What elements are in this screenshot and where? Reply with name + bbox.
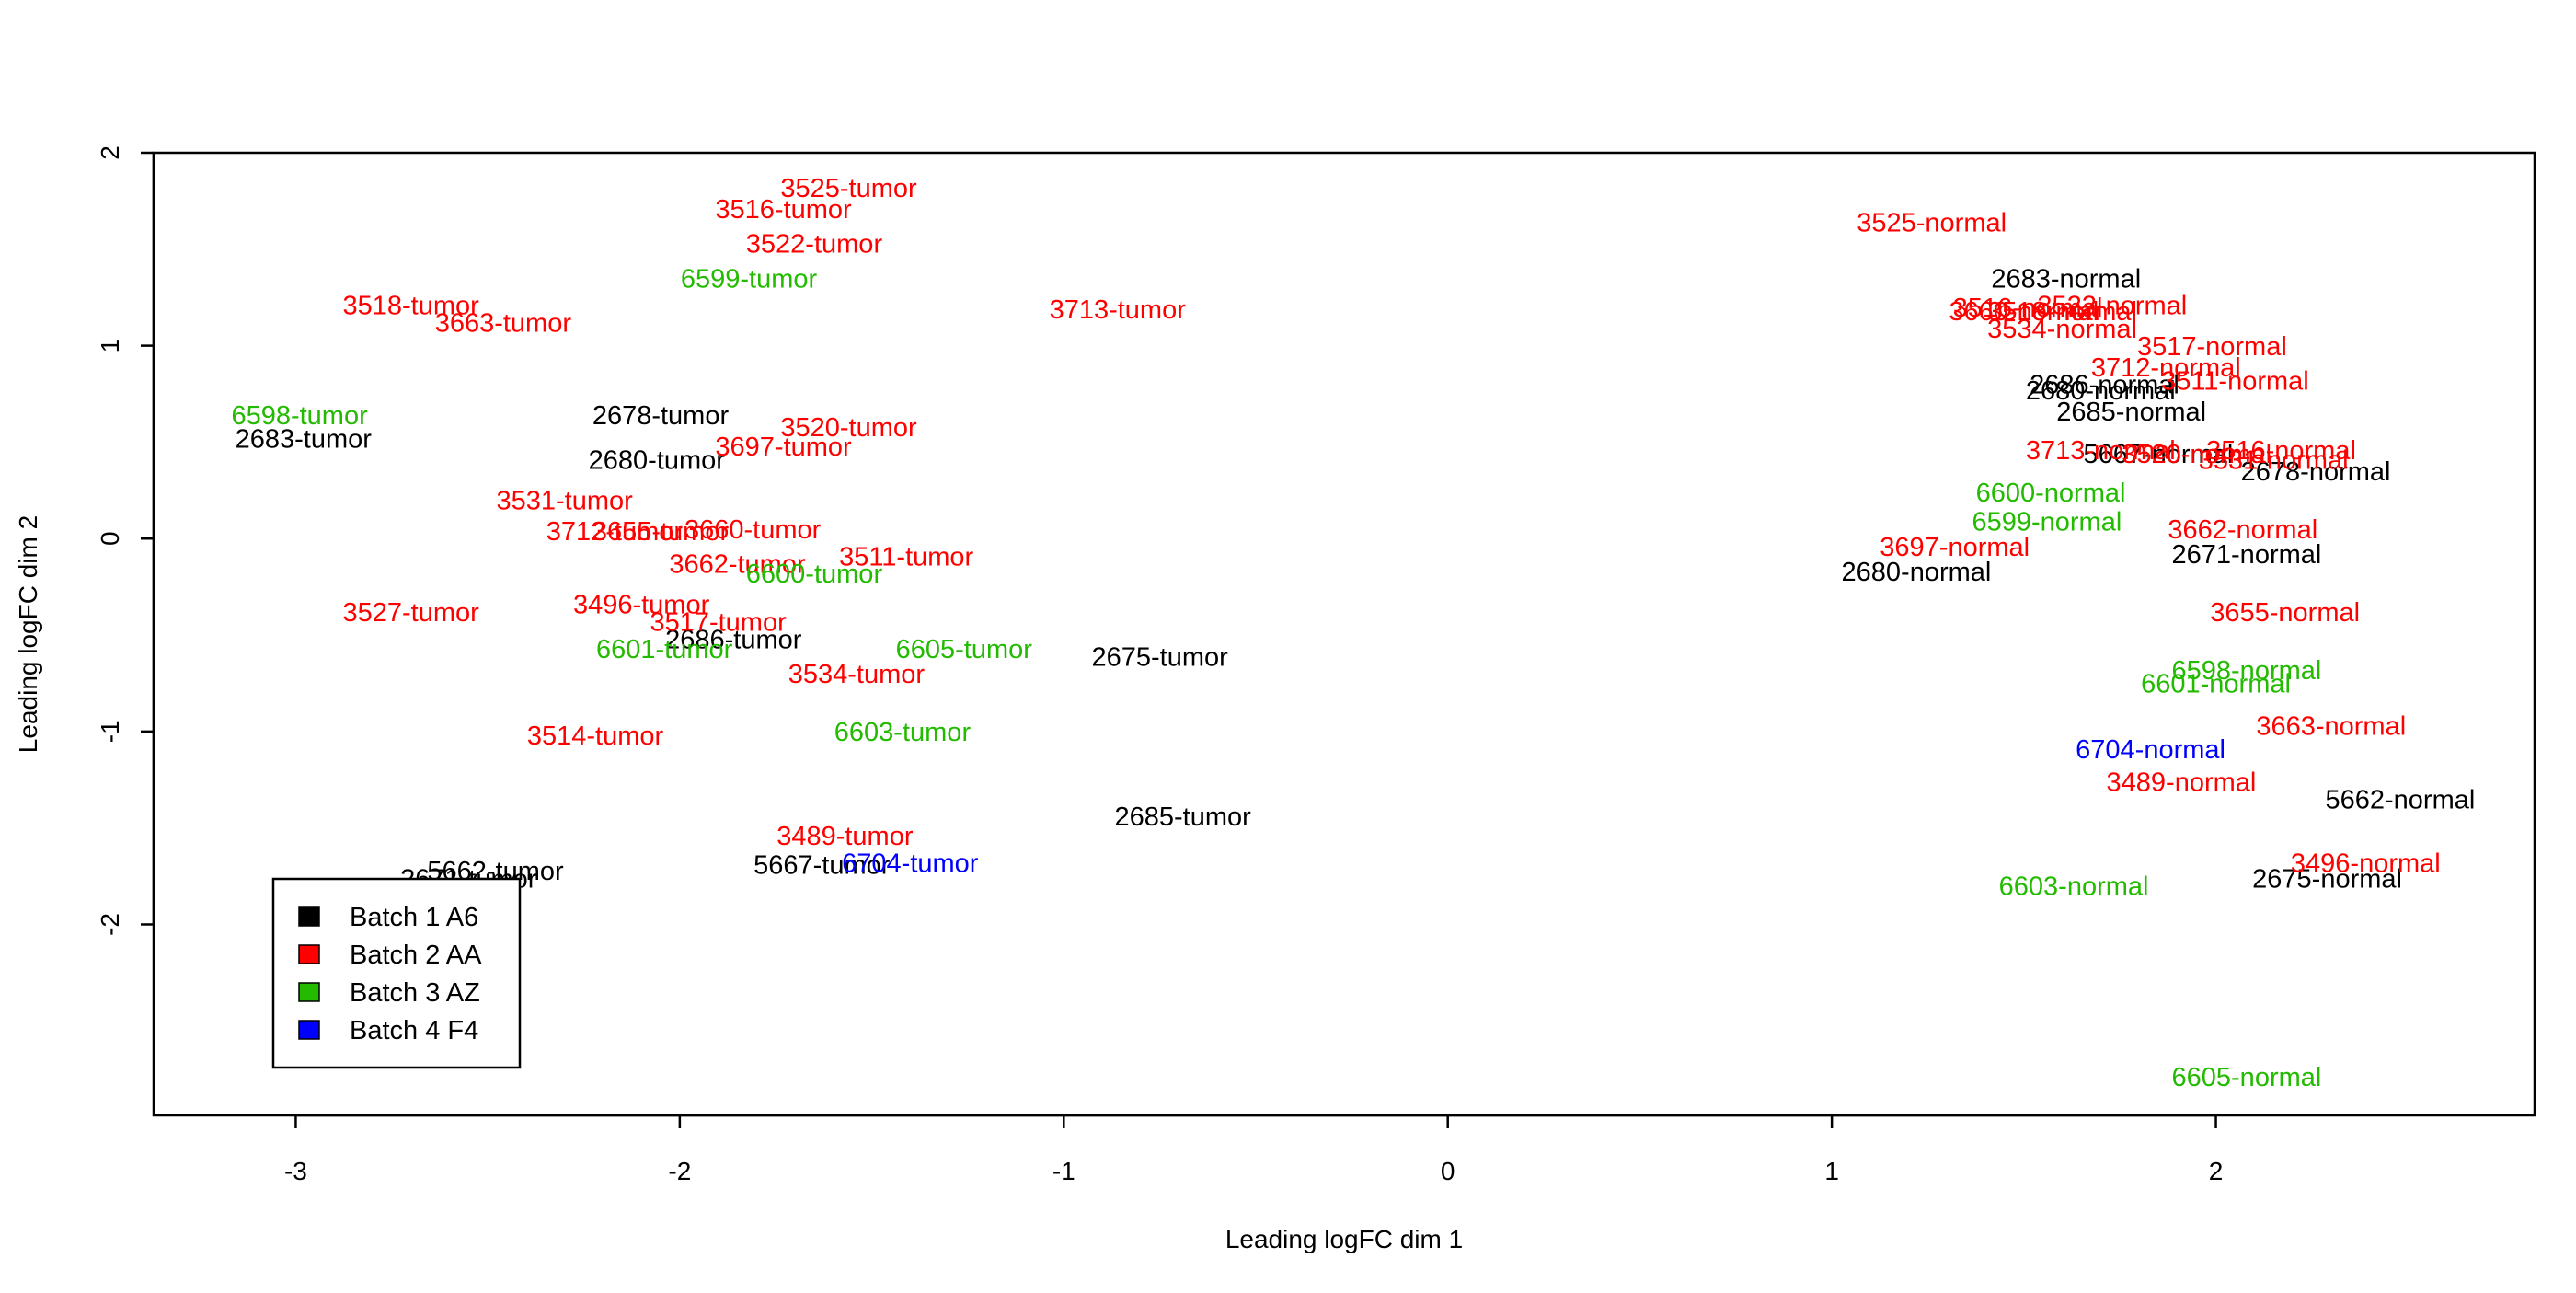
legend-swatch xyxy=(298,982,320,1002)
point-label: 3518-normal xyxy=(1987,297,2137,327)
point-label: 6598-tumor xyxy=(231,401,368,431)
y-axis: -2 -1 0 1 2 xyxy=(96,145,155,936)
point-label: 3663-tumor xyxy=(435,309,572,339)
point-label: 6598-normal xyxy=(2172,656,2322,686)
point-label: 2675-tumor xyxy=(1091,642,1228,672)
point-label: 6605-normal xyxy=(2172,1063,2322,1092)
point-label: 3660-tumor xyxy=(684,515,822,545)
point-label: 6600-tumor xyxy=(746,560,883,589)
point-label: 3712-tumor xyxy=(546,517,684,547)
point-label: 6704-tumor xyxy=(842,849,979,879)
point-label: 3660-normal xyxy=(1949,297,2099,327)
point-label: 2686-tumor xyxy=(665,625,802,654)
point-label: 3534-normal xyxy=(1987,315,2137,344)
point-label: 3662-normal xyxy=(2168,515,2317,545)
legend-swatch xyxy=(298,906,320,927)
point-label: 3522-tumor xyxy=(746,230,883,260)
point-label: 3655-normal xyxy=(2210,598,2360,628)
point-label: 3655-tumor xyxy=(592,517,730,547)
point-label: 2680-tumor xyxy=(589,445,726,475)
x-axis: -3 -2 -1 0 1 2 xyxy=(284,1114,2224,1185)
point-label: 2675-normal xyxy=(2252,864,2402,894)
point-label: 3496-tumor xyxy=(573,591,710,620)
point-label: 2686-normal xyxy=(2030,371,2179,400)
point-label: 3514-tumor xyxy=(527,722,664,751)
point-label: 6601-tumor xyxy=(596,635,733,664)
point-label: 6600-normal xyxy=(1976,479,2126,508)
point-label: 3525-normal xyxy=(1857,209,2007,238)
point-label: 3531-tumor xyxy=(496,486,633,515)
x-tick-label: -2 xyxy=(668,1157,691,1185)
point-label: 5667-normal xyxy=(2084,440,2234,469)
y-tick-label: -2 xyxy=(96,913,124,936)
point-label: 2680-normal xyxy=(2026,376,2176,406)
y-tick-label: 1 xyxy=(96,339,124,353)
point-label: 3522-normal xyxy=(2037,292,2187,321)
legend-swatch xyxy=(298,944,320,964)
point-label: 6599-tumor xyxy=(681,264,818,294)
point-label: 3525-tumor xyxy=(780,174,917,203)
point-label: 5667-tumor xyxy=(753,851,891,881)
point-label: 2685-normal xyxy=(2056,398,2206,427)
point-label: 6603-normal xyxy=(1999,872,2149,902)
y-tick-label: -1 xyxy=(96,720,124,743)
point-label: 3663-normal xyxy=(2256,712,2406,742)
point-label: 3531-normal xyxy=(2199,445,2349,475)
point-label: 3518-tumor xyxy=(343,292,480,321)
point-label: 3527-tumor xyxy=(343,598,480,628)
point-label: 6605-tumor xyxy=(896,635,1033,664)
x-tick-label: 2 xyxy=(2209,1157,2224,1185)
point-label: 3712-normal xyxy=(2091,353,2241,383)
point-label: 3489-normal xyxy=(2107,768,2257,798)
legend: Batch 1 A6 Batch 2 AA Batch 3 AZ Batch 4 F4 xyxy=(271,877,522,1069)
legend-label: Batch 4 F4 xyxy=(350,1016,478,1045)
point-label: 3517-normal xyxy=(2137,332,2287,362)
point-label: 2680-normal xyxy=(1842,558,1992,587)
legend-swatch xyxy=(298,1020,320,1040)
point-label: 2678-normal xyxy=(2241,457,2391,487)
point-label: 3489-tumor xyxy=(776,822,914,851)
x-tick-label: -3 xyxy=(284,1157,307,1185)
point-label: 2683-tumor xyxy=(236,424,373,454)
point-label: 6603-tumor xyxy=(834,718,972,747)
point-label: 5662-normal xyxy=(2325,785,2475,814)
point-label: 3516-normal xyxy=(1953,294,2103,323)
point-label: 3713-tumor xyxy=(1050,295,1187,325)
point-label: 6704-normal xyxy=(2076,735,2225,765)
legend-label: Batch 2 AA xyxy=(350,941,482,970)
point-label: 2678-tumor xyxy=(592,401,730,431)
point-label: 2671-normal xyxy=(2172,540,2322,570)
point-label: 3713-normal xyxy=(2026,436,2176,466)
y-tick-label: 0 xyxy=(96,531,124,546)
x-tick-label: 1 xyxy=(1824,1157,1839,1185)
point-label: 6599-normal xyxy=(1972,508,2122,537)
x-tick-label: 0 xyxy=(1441,1157,1455,1185)
point-labels: 2678-tumor 2683-tumor 2680-tumor 2686-tumor… xyxy=(231,174,2475,1092)
legend-label: Batch 3 AZ xyxy=(350,978,480,1008)
x-tick-label: -1 xyxy=(1052,1157,1075,1185)
y-tick-label: 2 xyxy=(96,145,124,160)
legend-label: Batch 1 A6 xyxy=(350,903,478,932)
point-label: 3534-tumor xyxy=(788,660,926,689)
point-label: 3520-normal xyxy=(2122,440,2271,469)
x-axis-title: Leading logFC dim 1 xyxy=(1225,1225,1463,1253)
point-label: 3496-normal xyxy=(2291,849,2441,879)
point-label: 2683-normal xyxy=(1991,264,2141,294)
point-label: 2685-tumor xyxy=(1115,802,1252,832)
point-label: 3520-tumor xyxy=(780,413,917,443)
point-label: 3662-tumor xyxy=(669,550,806,580)
point-label: 3511-tumor xyxy=(839,542,973,571)
point-label: 3516-tumor xyxy=(715,195,852,225)
point-label: 3697-normal xyxy=(1880,533,2030,562)
point-label: 3697-tumor xyxy=(715,433,852,462)
point-label: 3517-tumor xyxy=(650,608,787,638)
point-label: 6601-normal xyxy=(2141,670,2291,699)
point-label: 3516-normal xyxy=(2206,436,2356,466)
point-label: 3511-normal xyxy=(2161,367,2309,397)
y-axis-title: Leading logFC dim 2 xyxy=(14,515,42,753)
